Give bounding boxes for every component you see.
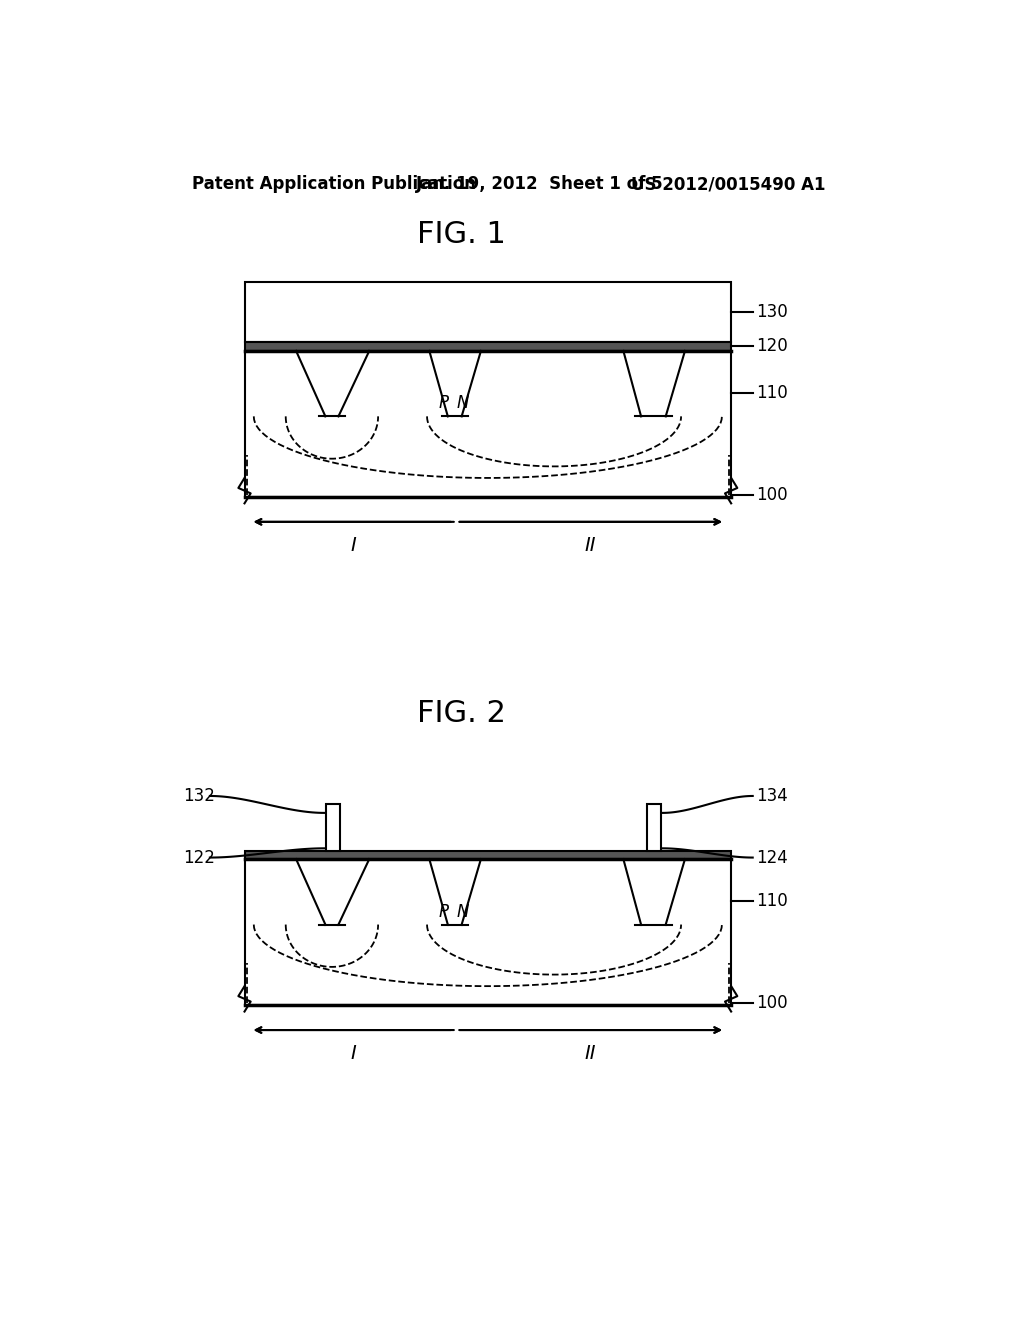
Polygon shape (624, 351, 685, 416)
Bar (245, 281, 731, 342)
Text: FIG. 2: FIG. 2 (417, 700, 506, 727)
Polygon shape (429, 859, 481, 924)
Text: 122: 122 (183, 849, 215, 866)
Text: N: N (457, 395, 469, 412)
Bar (245, 342, 731, 351)
Text: 134: 134 (757, 787, 788, 805)
Polygon shape (296, 351, 370, 416)
Text: N: N (457, 903, 469, 921)
Text: 110: 110 (757, 892, 788, 911)
Text: I: I (350, 536, 355, 554)
Bar (245, 851, 731, 859)
Text: Jan. 19, 2012  Sheet 1 of 5: Jan. 19, 2012 Sheet 1 of 5 (416, 176, 664, 193)
Text: US 2012/0015490 A1: US 2012/0015490 A1 (631, 176, 825, 193)
Text: II: II (585, 1044, 596, 1063)
Bar (647, 804, 662, 851)
Bar (326, 804, 340, 851)
Text: 132: 132 (183, 787, 215, 805)
Polygon shape (624, 859, 685, 924)
Text: 124: 124 (757, 849, 788, 866)
Text: 100: 100 (757, 486, 788, 504)
Text: 100: 100 (757, 994, 788, 1012)
Text: 130: 130 (757, 302, 788, 321)
Text: P: P (438, 903, 449, 921)
Bar (245, 859, 731, 1006)
Text: I: I (350, 1044, 355, 1063)
Text: 110: 110 (757, 384, 788, 403)
Bar (245, 351, 731, 498)
Text: 120: 120 (757, 338, 788, 355)
Text: II: II (585, 536, 596, 554)
Text: Patent Application Publication: Patent Application Publication (193, 176, 476, 193)
Polygon shape (296, 859, 370, 924)
Text: FIG. 1: FIG. 1 (417, 220, 506, 249)
Text: P: P (438, 395, 449, 412)
Polygon shape (429, 351, 481, 416)
